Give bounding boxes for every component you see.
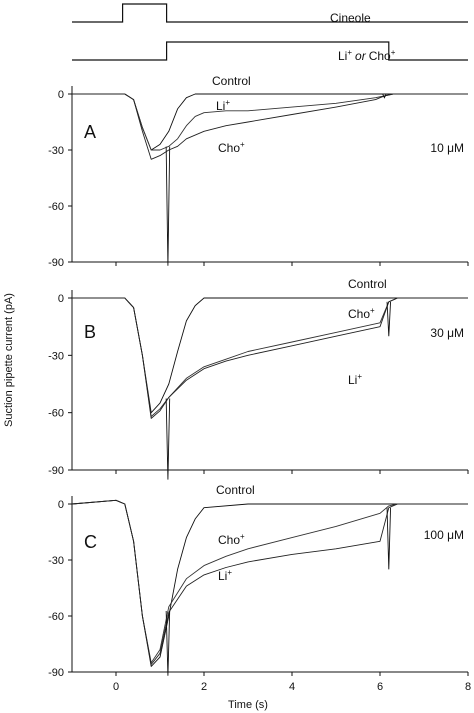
x-tick-label: 4 xyxy=(289,681,295,693)
y-tick-label: -30 xyxy=(48,350,64,362)
label-cho-text: Cho xyxy=(218,141,240,155)
cineole-label: Cineole xyxy=(330,11,371,25)
series-line-li xyxy=(72,297,468,419)
series-line-cho xyxy=(72,297,468,417)
cineole-trace xyxy=(72,3,468,23)
ion-label-or: or xyxy=(355,49,367,63)
y-axis-label: Suction pipette current (pA) xyxy=(3,293,15,427)
artifact-spike xyxy=(165,610,171,676)
label-li: Li+ xyxy=(348,372,362,387)
y-tick-label: -30 xyxy=(48,145,64,157)
series-line-cho xyxy=(72,93,468,160)
ion-label-sup2: + xyxy=(391,48,396,57)
panel-letter: B xyxy=(84,322,96,342)
panel-letter: C xyxy=(84,532,97,552)
y-tick-label: -90 xyxy=(48,257,64,269)
x-axis-label: Time (s) xyxy=(228,699,268,711)
label-li: Li+ xyxy=(216,98,230,113)
y-tick-label: 0 xyxy=(58,293,64,305)
series-line-li xyxy=(72,93,468,151)
ion-label-sup1: + xyxy=(347,48,352,57)
x-axis: 0 2 4 6 8 xyxy=(113,681,471,693)
y-tick-label: -30 xyxy=(48,555,64,567)
artifact-spike xyxy=(386,301,392,337)
label-cho: Cho+ xyxy=(218,140,245,155)
artifact-spike xyxy=(382,93,387,99)
label-control: Control xyxy=(348,277,387,291)
label-control: Control xyxy=(212,74,251,88)
label-cho: Cho+ xyxy=(348,306,375,321)
ion-trace xyxy=(72,41,468,61)
y-tick-label: -60 xyxy=(48,201,64,213)
series-line-control xyxy=(71,499,468,667)
label-li: Li+ xyxy=(218,568,232,583)
concentration-label: 100 μM xyxy=(424,528,464,542)
artifact-spike xyxy=(165,398,171,480)
y-tick-label: -90 xyxy=(48,465,64,477)
label-li-sup: + xyxy=(225,98,230,107)
label-cho-sup: + xyxy=(240,532,245,541)
label-li-text: Li xyxy=(348,373,357,387)
ion-label: Li+ or Cho+ xyxy=(338,48,396,63)
label-cho: Cho+ xyxy=(218,532,245,547)
stimulus-traces xyxy=(72,3,468,61)
y-tick-label: -60 xyxy=(48,611,64,623)
artifact-spike xyxy=(165,146,171,266)
label-control: Control xyxy=(216,483,255,497)
y-tick-label: -60 xyxy=(48,408,64,420)
label-li-sup: + xyxy=(357,372,362,381)
label-cho-sup: + xyxy=(240,140,245,149)
x-tick-label: 6 xyxy=(377,681,383,693)
series-line-li xyxy=(71,499,468,665)
panel-letter: A xyxy=(84,122,96,142)
ion-label-cho: Cho xyxy=(369,49,391,63)
artifact-spike xyxy=(386,507,392,570)
x-tick-label: 8 xyxy=(465,681,471,693)
concentration-label: 10 μM xyxy=(430,141,464,155)
label-li-text: Li xyxy=(218,569,227,583)
concentration-label: 30 μM xyxy=(430,326,464,340)
label-cho-text: Cho xyxy=(348,307,370,321)
label-cho-sup: + xyxy=(370,306,375,315)
y-tick-label: 0 xyxy=(58,499,64,511)
x-tick-label: 0 xyxy=(113,681,119,693)
y-tick-label: -90 xyxy=(48,667,64,679)
series-line-control xyxy=(72,297,468,414)
label-li-text: Li xyxy=(216,99,225,113)
y-tick-label: 0 xyxy=(58,89,64,101)
label-cho-text: Cho xyxy=(218,533,240,547)
series-line-control xyxy=(72,93,468,151)
x-tick-label: 2 xyxy=(201,681,207,693)
label-li-sup: + xyxy=(227,568,232,577)
series-line-cho xyxy=(71,499,468,664)
ion-label-li: Li xyxy=(338,49,347,63)
